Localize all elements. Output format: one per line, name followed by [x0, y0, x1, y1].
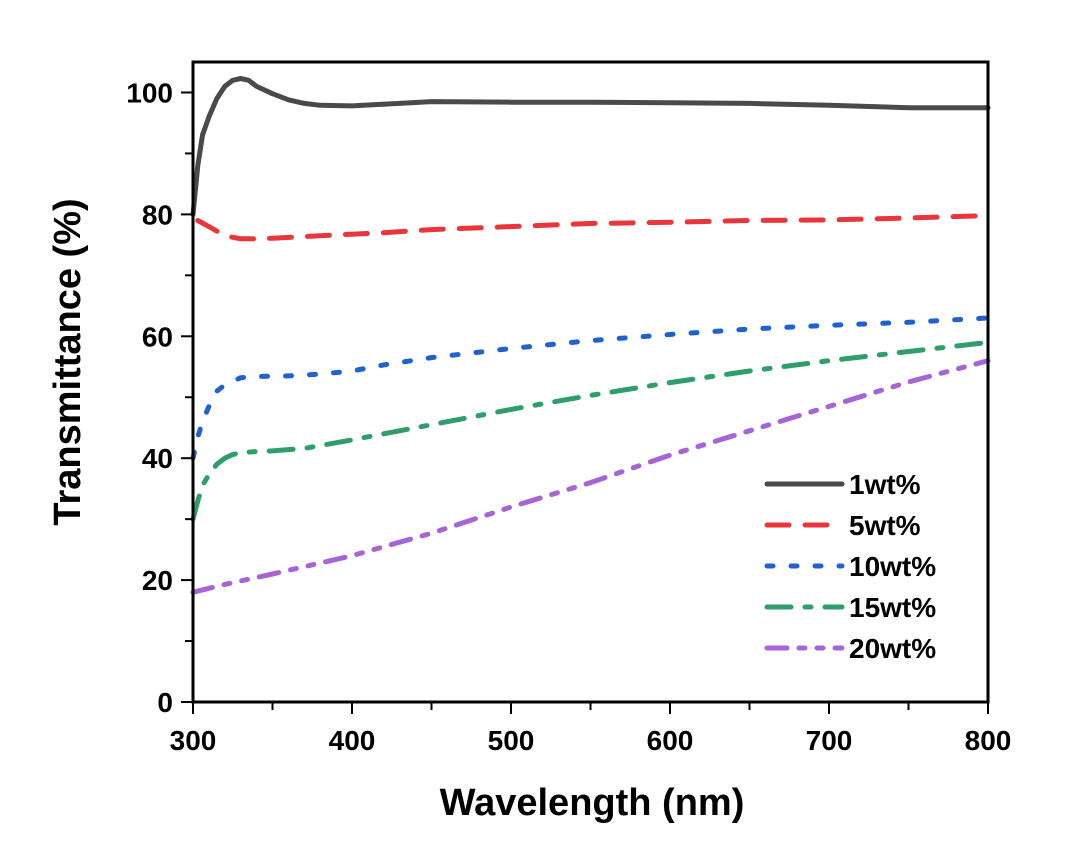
series-line-5wtpct — [195, 213, 991, 242]
series-line-15wtpct — [190, 339, 991, 522]
legend-label: 1wt% — [849, 469, 921, 500]
x-tick-label: 300 — [170, 725, 217, 756]
y-tick-label: 100 — [126, 77, 173, 108]
y-tick-label: 0 — [157, 687, 173, 718]
legend: 1wt% 5wt% 10wt% 15wt% 20wt% — [764, 469, 936, 664]
legend-item: 15wt% — [764, 592, 936, 623]
y-axis-ticks — [181, 91, 193, 703]
series-line-1wtpct — [190, 76, 991, 217]
y-axis-title: Transmittance (%) — [47, 198, 89, 525]
x-tick-label: 800 — [965, 725, 1012, 756]
y-tick-label: 60 — [142, 321, 173, 352]
y-tick-label: 80 — [142, 199, 173, 230]
y-tick-label: 40 — [142, 443, 173, 474]
legend-item: 10wt% — [764, 551, 936, 582]
legend-item: 5wt% — [764, 510, 921, 541]
x-axis-title: Wavelength (nm) — [440, 782, 745, 824]
x-tick-label: 400 — [329, 725, 376, 756]
x-tick-label: 700 — [806, 725, 853, 756]
legend-item: 1wt% — [764, 469, 921, 500]
legend-label: 10wt% — [849, 551, 936, 582]
legend-item: 20wt% — [764, 633, 936, 664]
x-axis-ticks — [192, 702, 989, 714]
series-line-20wtpct — [190, 358, 991, 595]
series-line-10wtpct — [190, 315, 991, 461]
legend-label: 20wt% — [849, 633, 936, 664]
legend-label: 15wt% — [849, 592, 936, 623]
legend-label: 5wt% — [849, 510, 921, 541]
x-tick-label: 500 — [488, 725, 535, 756]
x-tick-label: 600 — [647, 725, 694, 756]
plot-curves — [190, 76, 991, 595]
y-tick-label: 20 — [142, 565, 173, 596]
x-axis-tick-labels: 300 400 500 600 700 800 — [170, 725, 1012, 756]
y-axis-tick-labels: 0 20 40 60 80 100 — [126, 77, 173, 718]
